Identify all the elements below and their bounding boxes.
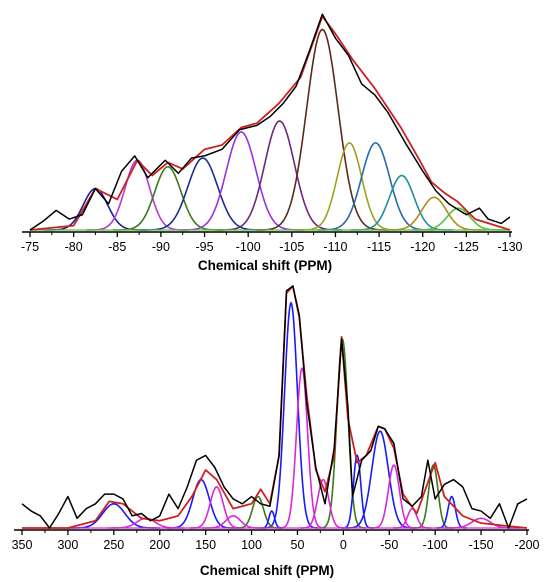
top-x-axis-label: Chemical shift (PPM) xyxy=(198,258,332,273)
bottom-component-peak-6 xyxy=(341,454,373,529)
top-x-tick-label: -125 xyxy=(454,240,479,254)
bottom-x-tick-label: 0 xyxy=(340,538,347,552)
bottom-x-tick-label: 300 xyxy=(57,538,78,552)
bottom-x-tick-label: -50 xyxy=(380,538,398,552)
bottom-x-tick-label: 150 xyxy=(195,538,216,552)
bottom-x-tick-label: 100 xyxy=(241,538,262,552)
bottom-x-tick-label: -150 xyxy=(469,538,494,552)
top-component-peak-4 xyxy=(140,157,266,231)
top-x-tick-label: -90 xyxy=(152,240,170,254)
top-x-tick-label: -130 xyxy=(497,240,522,254)
top-x-tick-label: -105 xyxy=(279,240,304,254)
top-component-peak-3 xyxy=(112,165,223,231)
top-x-tick-label: -115 xyxy=(367,240,391,254)
top-x-tick-label: -95 xyxy=(196,240,214,254)
top-x-tick-label: -110 xyxy=(323,240,347,254)
top-chart: Chemical shift (PPM) -75 -80 -85 -90 -95 -100… xyxy=(21,13,523,273)
bottom-x-tick-label: -200 xyxy=(514,538,539,552)
top-component-peak-7 xyxy=(256,28,389,231)
bottom-component-peak-4 xyxy=(345,430,415,529)
top-component-peak-9 xyxy=(316,141,435,231)
top-x-tick-label: -75 xyxy=(21,240,39,254)
top-component-peak-12 xyxy=(410,207,507,231)
bottom-component-peak-8 xyxy=(414,464,453,529)
top-component-peak-5 xyxy=(178,131,304,231)
bottom-component-peak-1 xyxy=(264,301,319,529)
bottom-x-tick-label: -100 xyxy=(423,538,448,552)
bottom-chart: Chemical shift (PPM) 350 300 250 200 150 100 5… xyxy=(12,285,540,578)
bottom-component-peak-10 xyxy=(189,486,244,529)
bottom-experimental-curve xyxy=(21,285,528,529)
top-component-peak-11 xyxy=(382,196,486,231)
bottom-fit-curve xyxy=(22,285,528,529)
bottom-component-peak-5 xyxy=(370,464,417,529)
top-x-tick-label: -85 xyxy=(108,240,126,254)
bottom-x-tick-label: 50 xyxy=(291,538,305,552)
bottom-x-axis-label: Chemical shift (PPM) xyxy=(200,563,334,578)
bottom-x-tick-label: 200 xyxy=(149,538,170,552)
bottom-component-peak-7 xyxy=(300,478,347,529)
bottom-x-tick-label: 250 xyxy=(103,538,124,552)
top-component-peak-6 xyxy=(217,120,342,231)
top-x-tick-label: -100 xyxy=(236,240,261,254)
top-experimental-curve xyxy=(29,13,511,231)
top-component-peak-10 xyxy=(350,174,454,231)
top-x-tick-label: -80 xyxy=(65,240,83,254)
top-component-peak-1 xyxy=(44,187,147,231)
top-component-peak-8 xyxy=(298,141,401,231)
bottom-x-tick-label: 350 xyxy=(12,538,33,552)
top-x-tick-label: -120 xyxy=(410,240,435,254)
top-fit-curve xyxy=(29,15,511,231)
bottom-component-peak-2 xyxy=(278,366,326,529)
